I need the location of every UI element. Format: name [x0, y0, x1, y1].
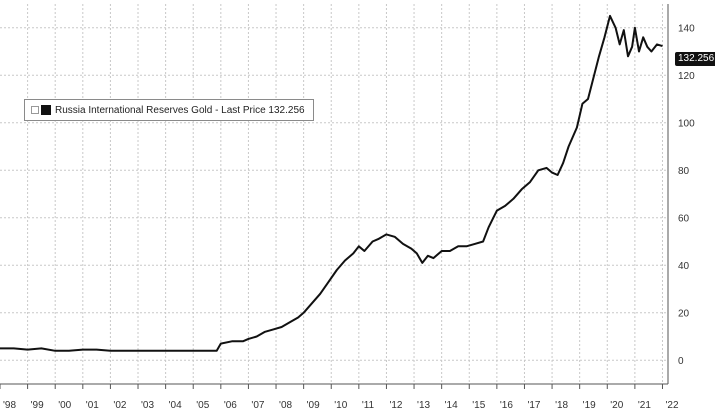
x-tick-label: '21 — [638, 400, 651, 411]
x-tick-label: '98 — [3, 400, 16, 411]
grid — [0, 4, 668, 384]
x-tick-label: '15 — [472, 400, 485, 411]
x-axis-ticks: '98 '99 '00 '01 '02 '03 '04 '05 '06 '07 '08 '09 '10 '… — [0, 383, 679, 411]
x-tick-label: '08 — [279, 400, 292, 411]
x-tick-label: '19 — [583, 400, 596, 411]
x-tick-label: '18 — [555, 400, 568, 411]
y-tick-label: 40 — [678, 261, 690, 272]
x-tick-label: '05 — [196, 400, 209, 411]
y-tick-label: 0 — [678, 356, 684, 367]
x-tick-label: '13 — [417, 400, 430, 411]
y-tick-label: 60 — [678, 213, 690, 224]
y-tick-label: 100 — [678, 118, 695, 129]
x-tick-label: '20 — [610, 400, 623, 411]
legend-label: Russia International Reserves Gold - Las… — [55, 104, 305, 116]
x-tick-label: '02 — [113, 400, 126, 411]
x-tick-label: '07 — [251, 400, 264, 411]
series-layer — [0, 14, 663, 352]
x-tick-label: '10 — [334, 400, 347, 411]
y-tick-label: 140 — [678, 23, 695, 34]
x-tick-label: '16 — [500, 400, 513, 411]
x-tick-label: '99 — [31, 400, 44, 411]
y-tick-label: 120 — [678, 71, 695, 82]
x-tick-label: '00 — [58, 400, 71, 411]
last-value-badge: 132.256 — [675, 52, 715, 66]
x-tick-label: '01 — [86, 400, 99, 411]
x-tick-label: '03 — [141, 400, 154, 411]
legend: Russia International Reserves Gold - Las… — [24, 99, 314, 121]
legend-checkbox-icon — [31, 106, 39, 114]
y-tick-label: 20 — [678, 308, 690, 319]
x-tick-label: '11 — [362, 400, 375, 411]
y-tick-label: 80 — [678, 166, 690, 177]
x-tick-label: '14 — [445, 400, 458, 411]
x-tick-label: '17 — [527, 400, 540, 411]
series-line — [0, 14, 663, 352]
x-tick-label: '22 — [665, 400, 678, 411]
x-tick-label: '12 — [389, 400, 402, 411]
x-tick-label: '04 — [169, 400, 182, 411]
y-axis-ticks: 0 20 40 60 80 100 120 140 — [667, 4, 695, 384]
x-tick-label: '09 — [307, 400, 320, 411]
x-tick-label: '06 — [224, 400, 237, 411]
legend-swatch-icon — [41, 105, 51, 115]
